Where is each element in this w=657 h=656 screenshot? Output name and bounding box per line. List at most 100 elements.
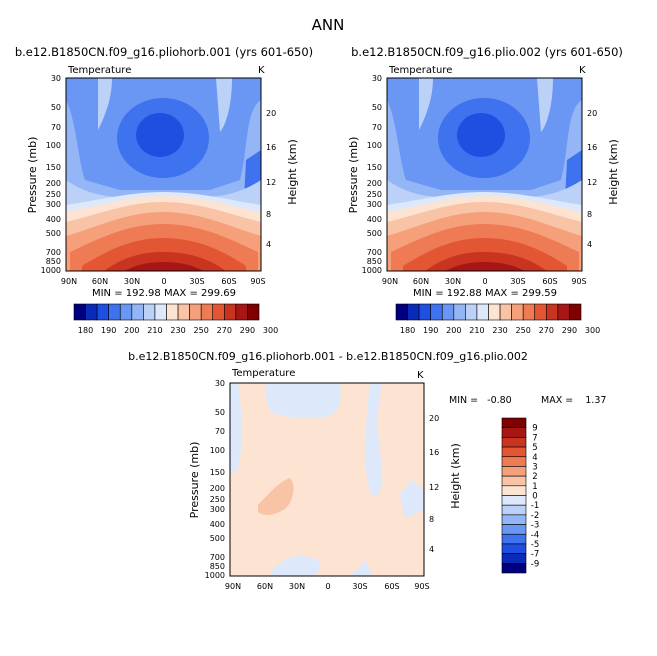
y-tick-label: 150 [210, 468, 225, 477]
colorbar-label: 180 [400, 326, 415, 335]
panel-title: b.e12.B1850CN.f09_g16.pliohorb.001 - b.e… [128, 350, 528, 363]
variable-label: Temperature [67, 65, 131, 76]
y-tick-label: 1000 [41, 266, 61, 275]
x-tick-label: 30S [510, 277, 525, 286]
height-tick-label: 20 [587, 109, 597, 118]
contour-field [387, 78, 582, 271]
colorbar-swatch [235, 303, 248, 321]
y-tick-label: 700 [367, 248, 382, 257]
colorbar-swatch [119, 303, 133, 321]
colorbar-swatch [501, 475, 527, 487]
colorbar-label: 230 [492, 326, 507, 335]
colorbar-swatch [154, 303, 167, 321]
height-tick-label: 4 [429, 545, 434, 554]
colorbar-swatch [501, 514, 527, 525]
height-tick-label: 16 [429, 448, 439, 457]
figure-title: ANN [312, 16, 345, 34]
y-axis-right-title: Height (km) [607, 139, 620, 205]
colorbar-swatch [476, 303, 489, 321]
y-tick-label: 250 [210, 495, 225, 504]
y-tick-label: 850 [210, 562, 225, 571]
colorbar-label: 210 [147, 326, 162, 335]
y-axis-right: 20 16 12 8 4 [429, 414, 439, 554]
colorbar-label: 200 [446, 326, 461, 335]
colorbar-swatch [501, 437, 527, 448]
colorbar-swatch [131, 303, 144, 321]
colorbar-label: 7 [532, 433, 537, 443]
y-tick-label: 100 [46, 141, 61, 150]
panel-plio: b.e12.B1850CN.f09_g16.plio.002 (yrs 601-… [347, 45, 623, 335]
colorbar-swatch [143, 303, 156, 321]
y-tick-label: 250 [367, 190, 382, 199]
x-tick-label: 30S [352, 582, 367, 591]
y-tick-label: 300 [367, 200, 382, 209]
colorbar-swatch [189, 303, 202, 321]
height-tick-label: 20 [429, 414, 439, 423]
y-tick-label: 70 [372, 123, 382, 132]
y-tick-label: 100 [210, 446, 225, 455]
x-tick-label: 60N [413, 277, 429, 286]
x-tick-label: 90S [414, 582, 429, 591]
units-label: K [579, 65, 586, 76]
y-tick-label: 400 [210, 520, 225, 529]
panel-title: b.e12.B1850CN.f09_g16.plio.002 (yrs 601-… [351, 45, 623, 59]
x-tick-label: 90S [571, 277, 586, 286]
height-tick-label: 4 [587, 240, 592, 249]
y-tick-label: 150 [46, 163, 61, 172]
colorbar-swatch [177, 303, 190, 321]
colorbar-swatch [453, 303, 466, 321]
colorbar-label: 230 [170, 326, 185, 335]
colorbar-swatch [465, 303, 478, 321]
panel-title: b.e12.B1850CN.f09_g16.pliohorb.001 (yrs … [15, 45, 313, 59]
units-label: K [258, 65, 265, 76]
colorbar: 180 190 200 210 230 250 270 290 300 [395, 303, 600, 335]
colorbar-label: 250 [516, 326, 531, 335]
colorbar-label: -1 [531, 501, 539, 511]
colorbar-swatch [501, 495, 527, 506]
contour-field [230, 383, 424, 576]
y-tick-label: 400 [46, 215, 61, 224]
y-axis-right: 20 16 12 8 4 [266, 109, 276, 249]
colorbar-swatch [501, 543, 527, 554]
colorbar-label: -5 [531, 540, 539, 550]
colorbar-label: 0 [532, 492, 537, 502]
colorbar-swatch [569, 303, 582, 321]
colorbar-swatch [501, 417, 527, 428]
colorbar-swatch [441, 303, 455, 321]
colorbar-swatch [85, 303, 98, 321]
colorbar-swatch [501, 553, 527, 564]
colorbar-swatch [501, 504, 527, 516]
colorbar-label: 290 [240, 326, 255, 335]
y-tick-label: 500 [46, 229, 61, 238]
height-tick-label: 12 [429, 483, 439, 492]
colorbar-label: -4 [531, 530, 539, 540]
colorbar-swatch [557, 303, 570, 321]
colorbar-swatch [407, 303, 420, 321]
x-tick-label: 60N [92, 277, 108, 286]
y-axis-right-title: Height (km) [449, 443, 462, 509]
contour-field [66, 78, 261, 271]
colorbar-swatch [501, 524, 527, 535]
x-tick-label: 60S [221, 277, 236, 286]
x-tick-label: 90N [225, 582, 241, 591]
x-axis: 90N 60N 30N 0 30S 60S 90S [225, 582, 430, 591]
colorbar-label: 9 [532, 424, 537, 434]
y-axis-title: Pressure (mb) [188, 442, 201, 519]
y-tick-label: 700 [46, 248, 61, 257]
x-axis: 90N 60N 30N 0 30S 60S 90S [382, 277, 587, 286]
x-tick-label: 60N [257, 582, 273, 591]
y-tick-label: 70 [51, 123, 61, 132]
y-tick-label: 850 [367, 257, 382, 266]
colorbar-label: 270 [539, 326, 554, 335]
x-tick-label: 90N [382, 277, 398, 286]
colorbar-label: 1 [532, 482, 537, 492]
height-tick-label: 12 [587, 178, 597, 187]
colorbar-label: 180 [78, 326, 93, 335]
colorbar-swatch [166, 303, 179, 321]
x-tick-label: 60S [542, 277, 557, 286]
height-tick-label: 8 [429, 515, 434, 524]
colorbar-swatch [418, 303, 431, 321]
colorbar-label: 250 [194, 326, 209, 335]
colorbar-swatch [395, 303, 408, 321]
y-tick-label: 50 [372, 103, 382, 112]
